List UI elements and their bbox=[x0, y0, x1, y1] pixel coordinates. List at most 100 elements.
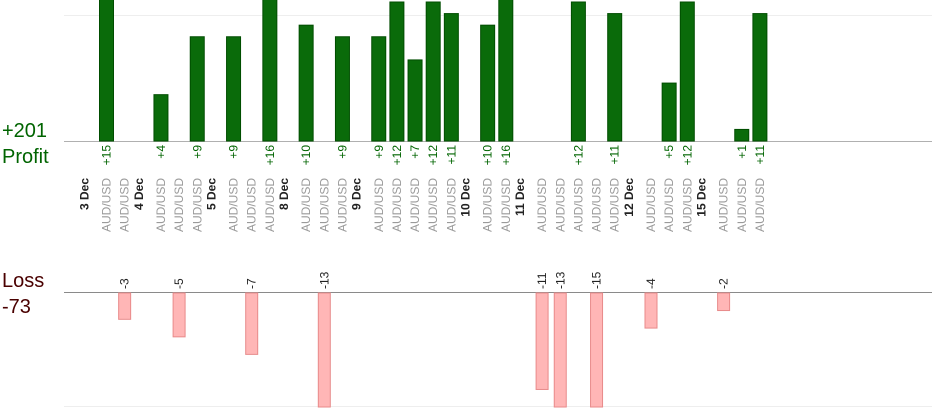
profit-bar bbox=[425, 1, 441, 142]
value-label: +12 bbox=[390, 145, 404, 166]
pair-label: AUD/USD bbox=[190, 178, 204, 232]
value-label: +11 bbox=[608, 145, 622, 165]
value-label: +5 bbox=[662, 145, 676, 159]
loss-bar bbox=[245, 292, 259, 355]
value-label: +15 bbox=[100, 145, 114, 166]
value-label: +10 bbox=[299, 145, 313, 166]
profit-bar bbox=[498, 0, 514, 142]
value-label: +10 bbox=[481, 145, 495, 166]
profit-bar bbox=[226, 36, 242, 142]
value-label: -2 bbox=[717, 278, 731, 289]
profit-bar bbox=[443, 13, 459, 142]
pair-label: AUD/USD bbox=[680, 178, 694, 232]
pair-label: AUD/USD bbox=[335, 178, 349, 232]
date-label: 15 Dec bbox=[695, 178, 709, 217]
profit-bar bbox=[99, 0, 114, 142]
pair-label: AUD/USD bbox=[227, 178, 241, 232]
profit-bar bbox=[389, 1, 405, 142]
loss-bar bbox=[317, 292, 331, 408]
pair-label: AUD/USD bbox=[372, 178, 386, 232]
loss-bar bbox=[644, 292, 658, 329]
profit-label: Profit bbox=[2, 146, 49, 168]
pair-label: AUD/USD bbox=[172, 178, 186, 232]
pair-label: AUD/USD bbox=[535, 178, 549, 232]
loss-bar bbox=[553, 292, 567, 408]
pair-label: AUD/USD bbox=[263, 178, 277, 232]
loss-bar bbox=[590, 292, 604, 408]
pair-label: AUD/USD bbox=[753, 178, 767, 232]
pair-label: AUD/USD bbox=[717, 178, 731, 232]
value-label: +11 bbox=[753, 145, 767, 165]
pair-label: AUD/USD bbox=[499, 178, 513, 232]
date-label: 3 Dec bbox=[77, 178, 91, 210]
date-label: 9 Dec bbox=[350, 178, 364, 210]
profit-bar bbox=[734, 128, 750, 142]
value-label: -7 bbox=[245, 278, 259, 289]
date-labels: 3 Dec 4 Dec 5 Dec 8 Dec 9 Dec 10 Dec 11 Dec 12 … bbox=[77, 178, 708, 217]
profit-bar bbox=[153, 94, 169, 142]
profit-bar bbox=[679, 1, 695, 142]
profit-bar bbox=[607, 13, 623, 142]
profit-bar bbox=[371, 36, 387, 142]
pair-label: AUD/USD bbox=[644, 178, 658, 232]
value-label: +16 bbox=[263, 145, 277, 166]
profit-bar bbox=[661, 82, 677, 142]
value-label: -3 bbox=[118, 278, 132, 289]
loss-label: Loss bbox=[2, 270, 45, 292]
pair-label: AUD/USD bbox=[154, 178, 168, 232]
profit-bar bbox=[262, 0, 278, 142]
date-label: 11 Dec bbox=[513, 178, 527, 216]
pair-label: AUD/USD bbox=[590, 178, 604, 232]
value-label: -4 bbox=[644, 278, 658, 289]
value-label: +11 bbox=[444, 145, 458, 165]
value-label: +9 bbox=[372, 145, 386, 159]
value-label: +12 bbox=[680, 145, 694, 166]
profit-bar bbox=[570, 1, 586, 142]
loss-bar bbox=[118, 292, 132, 320]
value-label: -13 bbox=[317, 271, 331, 289]
pair-label: AUD/USD bbox=[118, 178, 132, 232]
pair-label: AUD/USD bbox=[426, 178, 440, 232]
value-label: +4 bbox=[154, 145, 168, 159]
loss-bar bbox=[172, 292, 186, 338]
profit-grid bbox=[64, 15, 932, 142]
pair-label: AUD/USD bbox=[608, 178, 622, 232]
trade-value-labels: +15 -3 +4 -5 +9 +9 -7 +16 +10 -13 +9 +9 +12 +7 +12 +11 +… bbox=[100, 145, 767, 289]
pair-label: AUD/USD bbox=[481, 178, 495, 232]
pair-label: AUD/USD bbox=[408, 178, 422, 232]
date-label: 10 Dec bbox=[459, 178, 473, 217]
profit-bar bbox=[298, 24, 314, 142]
value-label: +12 bbox=[426, 145, 440, 166]
value-label: +9 bbox=[190, 145, 204, 159]
value-label: -5 bbox=[172, 278, 186, 289]
value-label: +16 bbox=[499, 145, 513, 166]
pair-label: AUD/USD bbox=[390, 178, 404, 232]
date-label: 12 Dec bbox=[622, 178, 636, 217]
pair-labels: AUD/USD AUD/USD AUD/USD AUD/USD AUD/USD AUD/U… bbox=[100, 178, 767, 232]
value-label: -11 bbox=[535, 272, 549, 289]
trade-bars bbox=[99, 0, 768, 408]
value-label: +7 bbox=[408, 145, 422, 159]
profit-bar bbox=[334, 36, 350, 142]
pair-label: AUD/USD bbox=[317, 178, 331, 232]
date-label: 8 Dec bbox=[277, 178, 291, 210]
profit-bar bbox=[189, 36, 205, 142]
pair-label: AUD/USD bbox=[444, 178, 458, 232]
loss-bar bbox=[717, 292, 731, 312]
value-label: +1 bbox=[735, 145, 749, 159]
pair-label: AUD/USD bbox=[100, 178, 114, 232]
pair-label: AUD/USD bbox=[299, 178, 313, 232]
loss-grid bbox=[64, 292, 932, 407]
date-label: 4 Dec bbox=[132, 178, 146, 210]
pair-label: AUD/USD bbox=[553, 178, 567, 232]
pair-label: AUD/USD bbox=[571, 178, 585, 232]
value-label: -13 bbox=[553, 271, 567, 289]
loss-total: -73 bbox=[2, 296, 31, 318]
value-label: +12 bbox=[571, 145, 585, 166]
value-label: +9 bbox=[227, 145, 241, 159]
date-label: 5 Dec bbox=[204, 178, 218, 210]
profit-bar bbox=[752, 13, 768, 142]
value-label: +9 bbox=[335, 145, 349, 159]
value-label: -15 bbox=[590, 271, 604, 289]
